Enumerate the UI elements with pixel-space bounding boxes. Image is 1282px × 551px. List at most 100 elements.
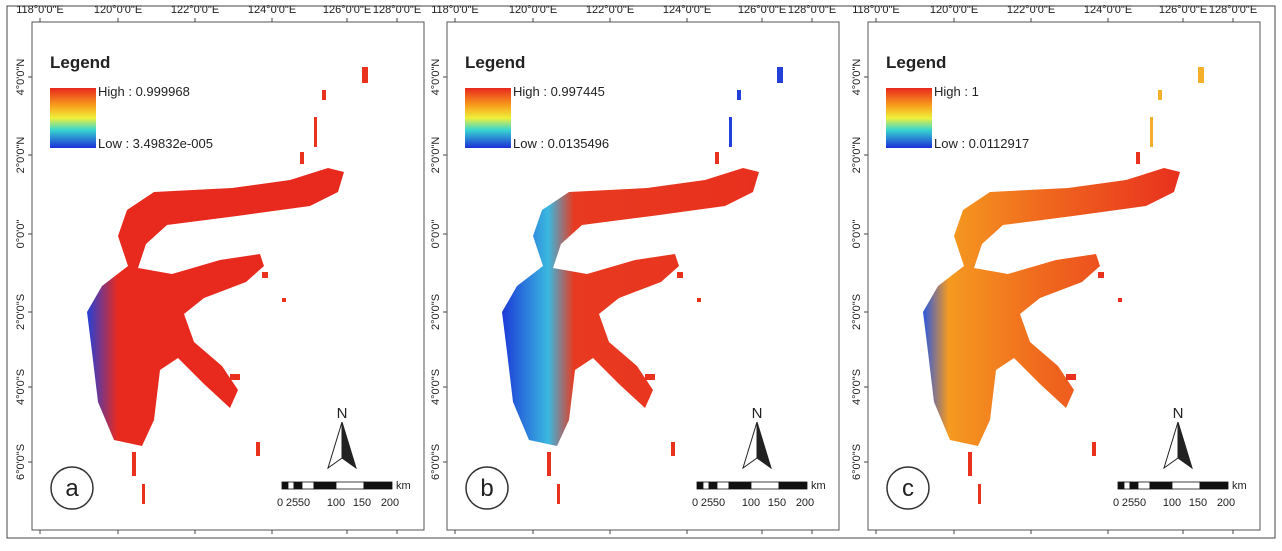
- scale-label: 200: [796, 497, 814, 509]
- map-frame: [31, 21, 425, 531]
- scale-label: 200: [1217, 497, 1235, 509]
- scale-segment: [1171, 481, 1201, 490]
- scale-segment: [281, 481, 289, 490]
- x-tick-label: 124°0'0"E: [1084, 4, 1132, 16]
- legend-title: Legend: [50, 53, 110, 72]
- scale-label: 50: [298, 497, 310, 509]
- y-tick-label: 0°0'0": [851, 220, 863, 249]
- islet: [737, 90, 741, 100]
- islet: [1066, 374, 1076, 380]
- panel-label: c: [902, 475, 914, 502]
- legend-low: Low : 0.0112917: [934, 136, 1029, 151]
- islet: [142, 484, 145, 504]
- scale-label: 100: [742, 497, 760, 509]
- x-tick-label: 126°0'0"E: [323, 4, 371, 16]
- islet: [322, 90, 326, 100]
- scale-label: 0: [1113, 497, 1119, 509]
- y-tick-label: 2°0'0"S: [430, 294, 442, 330]
- x-tick-label: 122°0'0"E: [586, 4, 634, 16]
- scale-segment: [708, 481, 718, 490]
- scale-label: 25: [286, 497, 298, 509]
- scale-label: 25: [701, 497, 713, 509]
- island: [923, 168, 1180, 446]
- x-tick-label: 122°0'0"E: [171, 4, 219, 16]
- scale-unit: km: [811, 480, 826, 492]
- scale-label: 25: [1122, 497, 1134, 509]
- x-tick-label: 120°0'0"E: [509, 4, 557, 16]
- north-arrow: [341, 421, 357, 470]
- islet: [1158, 90, 1162, 100]
- scale-segment: [313, 481, 337, 490]
- x-tick-label: 124°0'0"E: [248, 4, 296, 16]
- scale-segment: [716, 481, 730, 490]
- x-tick-label: 118°0'0"E: [16, 4, 64, 16]
- x-tick-label: 126°0'0"E: [738, 4, 786, 16]
- outer-border: [6, 5, 1276, 539]
- islet: [671, 442, 675, 456]
- y-tick-label: 0°0'0": [430, 220, 442, 249]
- islet: [547, 452, 551, 476]
- legend-low: Low : 3.49832e-005: [98, 136, 213, 151]
- legend-high: High : 1: [934, 84, 979, 99]
- x-tick-label: 128°0'0"E: [373, 4, 421, 16]
- y-tick-label: 2°0'0"S: [851, 294, 863, 330]
- y-tick-label: 6°0'0"S: [851, 444, 863, 480]
- y-tick-label: 0°0'0": [15, 220, 27, 249]
- islet: [645, 374, 655, 380]
- legend-title: Legend: [465, 53, 525, 72]
- legend-ramp: [886, 88, 932, 148]
- scale-segment: [1199, 481, 1229, 490]
- x-tick-label: 118°0'0"E: [852, 4, 900, 16]
- x-tick-label: 122°0'0"E: [1007, 4, 1055, 16]
- y-tick-label: 4°0'0"S: [851, 369, 863, 405]
- x-tick-label: 128°0'0"E: [788, 4, 836, 16]
- x-tick-label: 124°0'0"E: [663, 4, 711, 16]
- scale-label: 100: [1163, 497, 1181, 509]
- scale-segment: [301, 481, 315, 490]
- legend-high: High : 0.997445: [513, 84, 605, 99]
- scale-unit: km: [1232, 480, 1247, 492]
- legend-ramp: [465, 88, 511, 148]
- scale-label: 100: [327, 497, 345, 509]
- scale-label: 200: [381, 497, 399, 509]
- scale-segment: [1129, 481, 1139, 490]
- scale-label: 0: [692, 497, 698, 509]
- y-tick-label: 6°0'0"S: [430, 444, 442, 480]
- islet: [300, 152, 304, 164]
- y-tick-label: 2°0'0"N: [15, 137, 27, 174]
- island: [502, 168, 759, 446]
- y-tick-label: 4°0'0"N: [851, 59, 863, 96]
- islet: [1118, 298, 1122, 302]
- y-tick-label: 4°0'0"S: [15, 369, 27, 405]
- north-arrow: [756, 421, 772, 470]
- islet: [1098, 272, 1104, 278]
- islet: [256, 442, 260, 456]
- north-label: N: [337, 405, 348, 422]
- scale-segment: [293, 481, 303, 490]
- scale-segment: [728, 481, 752, 490]
- islet: [1150, 117, 1153, 147]
- x-tick-label: 120°0'0"E: [94, 4, 142, 16]
- islet: [262, 272, 268, 278]
- north-arrow: [1177, 421, 1193, 470]
- x-tick-label: 128°0'0"E: [1209, 4, 1257, 16]
- scale-label: 150: [353, 497, 371, 509]
- islet: [557, 484, 560, 504]
- islet: [729, 117, 732, 147]
- y-tick-label: 4°0'0"S: [430, 369, 442, 405]
- scale-segment: [363, 481, 393, 490]
- islet: [230, 374, 240, 380]
- scale-label: 0: [277, 497, 283, 509]
- islet: [1198, 67, 1204, 83]
- y-tick-label: 4°0'0"N: [430, 59, 442, 96]
- panel-label: a: [65, 475, 79, 502]
- islet: [715, 152, 719, 164]
- islet: [968, 452, 972, 476]
- island: [87, 168, 344, 446]
- islet: [362, 67, 368, 83]
- islet: [132, 452, 136, 476]
- panel-label-circle: [50, 466, 94, 510]
- y-tick-label: 2°0'0"S: [15, 294, 27, 330]
- panel-label-circle: [465, 466, 509, 510]
